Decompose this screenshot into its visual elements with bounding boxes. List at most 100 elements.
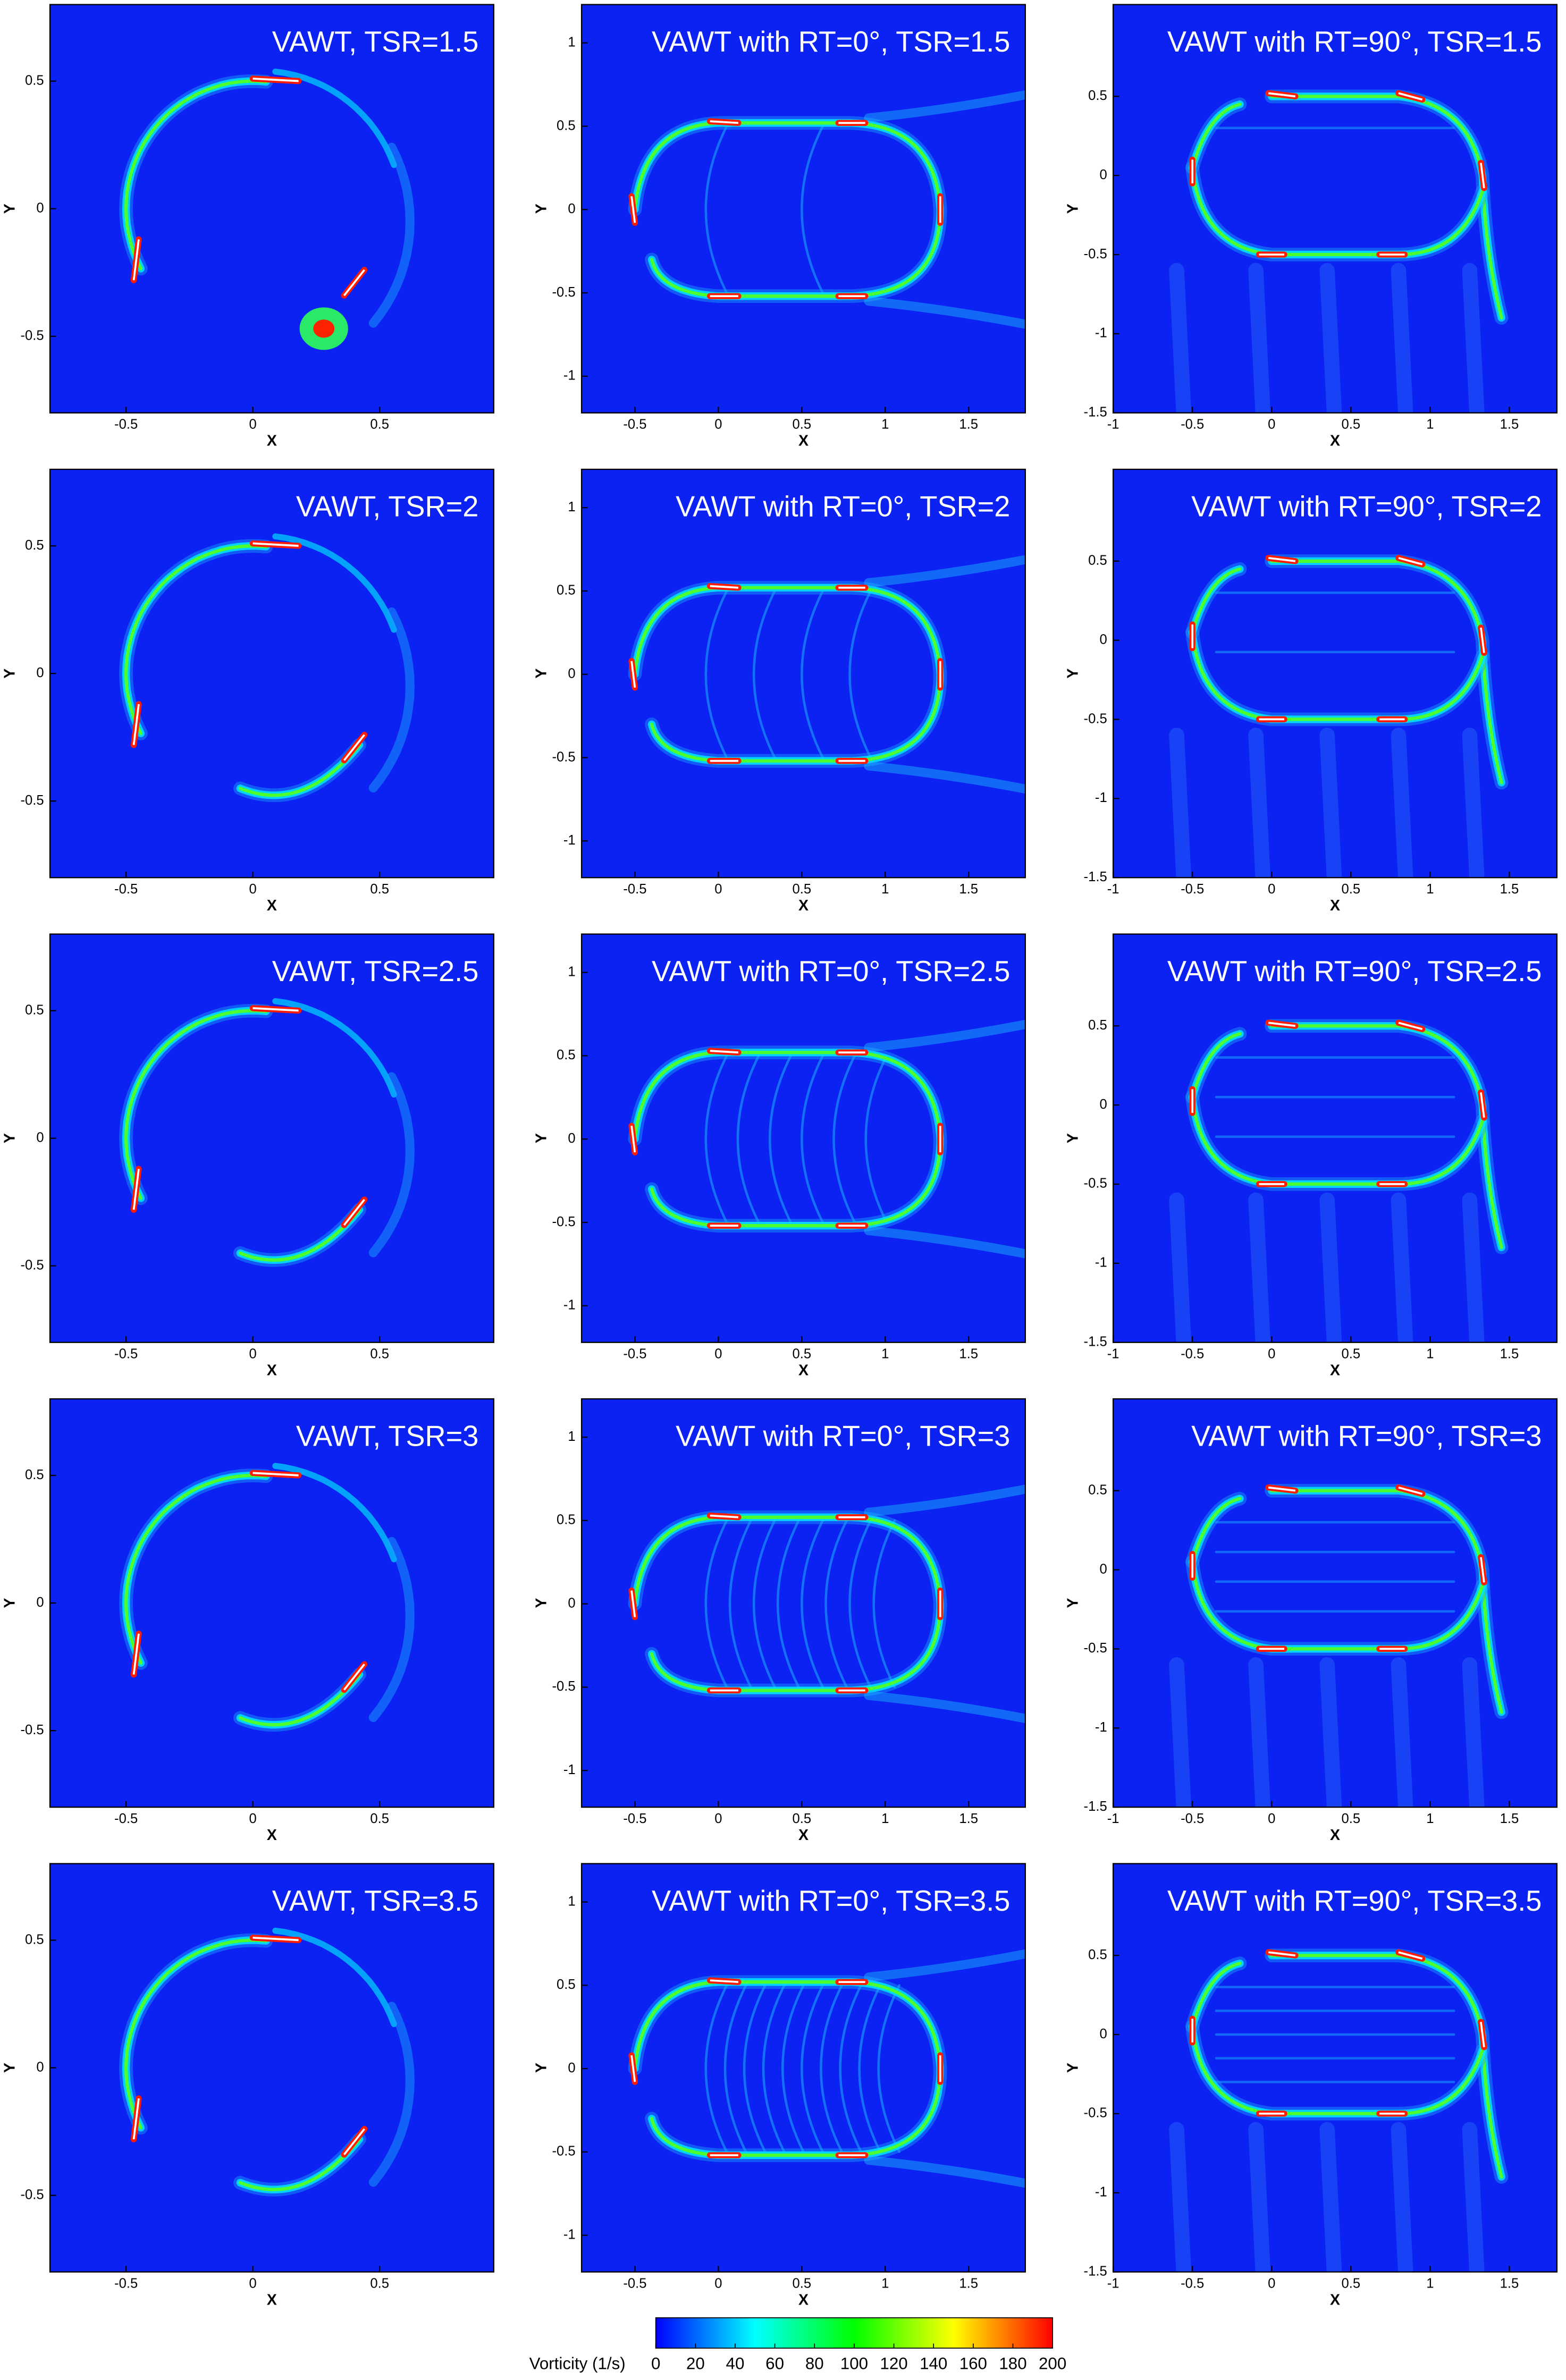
vortex-sheet — [858, 1984, 882, 2154]
vortex-sheet — [872, 1519, 896, 1689]
blade — [252, 542, 299, 547]
x-tick-label: 0.5 — [370, 882, 389, 897]
y-tick-label: 0.5 — [1088, 1482, 1107, 1497]
x-tick-label: 0 — [714, 417, 722, 432]
blade — [252, 1007, 299, 1012]
x-tick-label: -1 — [1107, 2276, 1119, 2291]
x-tick-label: 1 — [881, 417, 889, 432]
panel-title: VAWT, TSR=3.5 — [272, 1885, 479, 1917]
vorticity-field — [119, 1927, 415, 2197]
blade — [132, 1169, 140, 1210]
y-tick-label: 0.5 — [25, 73, 44, 88]
x-axis-label: X — [267, 2291, 277, 2308]
vortex-sheet — [272, 998, 397, 1098]
y-axis-label: Y — [1065, 2063, 1082, 2073]
x-tick-label: 0 — [714, 1811, 722, 1826]
y-tick-label: -1 — [563, 2227, 576, 2242]
x-tick-label: -0.5 — [1181, 882, 1204, 897]
plot-background — [50, 1398, 494, 1808]
x-tick-label: 0.5 — [1342, 2276, 1361, 2291]
x-tick-label: 0 — [249, 1811, 257, 1826]
vortex-sheet — [368, 2002, 415, 2187]
vortex-sheet — [752, 589, 776, 759]
vortex-sheet — [124, 1009, 268, 1200]
y-tick-label: 1 — [568, 35, 575, 49]
vorticity-field — [1169, 1948, 1509, 2272]
y-tick-label: -0.5 — [1084, 2106, 1107, 2121]
vorticity-field — [1169, 1019, 1509, 1343]
x-tick-label: 0.5 — [793, 2276, 812, 2291]
x-tick-label: 0 — [714, 1346, 722, 1361]
y-axis-label: Y — [533, 204, 550, 214]
y-tick-label: -1.5 — [1084, 405, 1107, 420]
x-tick-label: 0.5 — [1342, 882, 1361, 897]
vortex-sheet — [272, 1463, 397, 1563]
plot-background — [50, 4, 494, 413]
vortex-sheet — [769, 1054, 792, 1224]
x-tick-label: 0.5 — [793, 417, 812, 432]
x-tick-label: 0.5 — [370, 2276, 389, 2291]
plot-background — [50, 1863, 494, 2272]
blade — [1480, 2022, 1485, 2047]
x-tick-label: 1 — [881, 2276, 889, 2291]
y-tick-label: 0 — [1099, 1097, 1107, 1112]
vortex-sheet — [1190, 1961, 1242, 2029]
y-tick-label: -0.5 — [1084, 1176, 1107, 1191]
vortex-sheet — [1169, 1657, 1192, 1808]
panel-title: VAWT with RT=90°, TSR=2 — [1191, 491, 1542, 523]
vortex-sheet — [864, 1019, 1025, 1052]
blade — [710, 1514, 739, 1518]
x-tick-label: 0 — [1268, 2276, 1275, 2291]
blade — [1398, 1022, 1423, 1031]
x-tick-label: -1 — [1107, 882, 1119, 897]
vortex-sheet — [1248, 1192, 1271, 1343]
x-axis-label: X — [267, 1362, 277, 1379]
x-tick-label: 1 — [1426, 1346, 1434, 1361]
x-tick-label: -0.5 — [114, 882, 138, 897]
y-tick-label: -1 — [1095, 326, 1107, 341]
blade — [1268, 1951, 1296, 1957]
blade — [710, 120, 739, 124]
vorticity-field — [1169, 554, 1509, 878]
vortex-sheet — [848, 1519, 872, 1689]
x-tick-label: 1.5 — [959, 882, 978, 897]
vortex-sheet — [1391, 1657, 1413, 1808]
y-tick-label: 0.5 — [1088, 553, 1107, 568]
colorbar-tick-label: 160 — [959, 2354, 987, 2373]
vortex — [313, 319, 335, 338]
y-tick-label: -0.5 — [552, 2144, 576, 2159]
vortex-sheet — [1462, 728, 1485, 878]
y-tick-label: 0 — [1099, 632, 1107, 647]
plot-background — [582, 4, 1025, 413]
blade — [630, 196, 636, 223]
vorticity-field — [628, 1949, 1025, 2188]
y-tick-label: -0.5 — [20, 1257, 44, 1272]
colorbar-tick-label: 200 — [1039, 2354, 1066, 2373]
vorticity-field — [1169, 89, 1509, 413]
x-tick-label: -0.5 — [114, 1811, 138, 1826]
plot-frame — [1112, 933, 1558, 1343]
x-tick-label: 1 — [1426, 2276, 1434, 2291]
vortex-sheet — [1319, 2122, 1342, 2272]
blade — [1268, 1022, 1296, 1027]
x-tick-label: 0 — [249, 882, 257, 897]
vortex-sheet — [1391, 263, 1413, 413]
y-tick-label: -0.5 — [20, 1723, 44, 1737]
vortex-sheet — [781, 1984, 805, 2154]
vortex-sheet — [368, 142, 415, 328]
vorticity-field — [628, 555, 1025, 794]
x-tick-label: 0.5 — [793, 1346, 812, 1361]
vortex-sheet — [824, 1519, 848, 1689]
blade — [343, 734, 365, 761]
vortex-sheet — [832, 1054, 856, 1224]
vortex-sheet — [762, 1984, 786, 2154]
vortex-sheet — [801, 1519, 824, 1689]
x-tick-label: 1 — [1426, 882, 1434, 897]
x-tick-label: -0.5 — [114, 2276, 138, 2291]
y-tick-label: -1 — [1095, 1255, 1107, 1270]
blade — [630, 661, 636, 688]
colorbar-tick-label: 20 — [686, 2354, 705, 2373]
y-axis-label: Y — [1, 2063, 18, 2073]
plot-frame — [1112, 4, 1558, 413]
vortex-sheet — [864, 2155, 1025, 2188]
